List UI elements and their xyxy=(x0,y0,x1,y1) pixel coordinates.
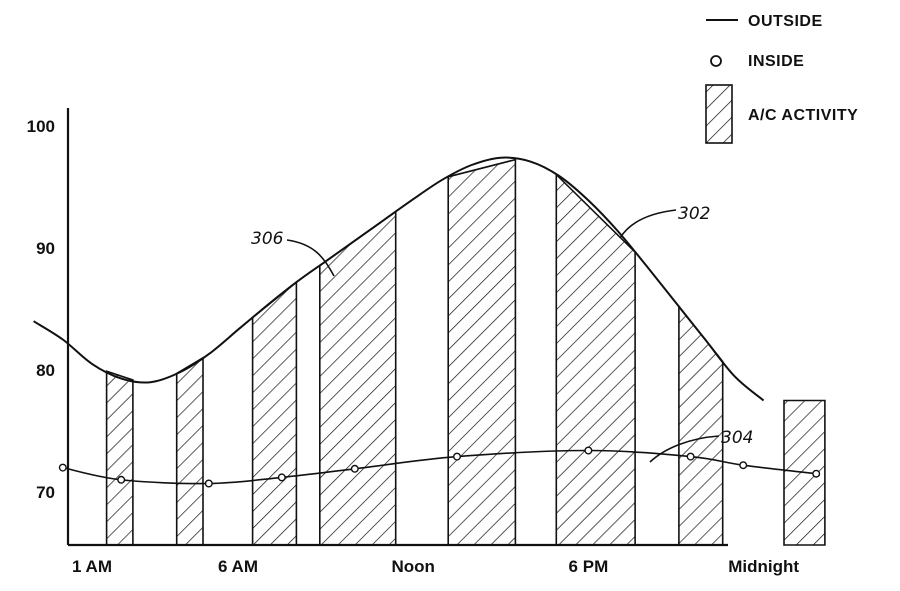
callout-302-leader xyxy=(620,210,676,238)
ac-activity-bar-4 xyxy=(320,212,396,545)
ac-activity-bar-5 xyxy=(448,160,515,545)
x-tick-2: 6 AM xyxy=(218,557,258,576)
ac-activity-bars xyxy=(107,160,825,545)
ac-activity-bar-7 xyxy=(679,307,723,545)
inside-point-8 xyxy=(687,453,694,460)
inside-point-10 xyxy=(813,470,820,477)
legend: OUTSIDE INSIDE A/C ACTIVITY xyxy=(706,13,858,143)
x-tick-5: Midnight xyxy=(728,557,799,576)
legend-ac-activity-symbol xyxy=(706,85,732,143)
inside-point-1 xyxy=(60,464,67,471)
y-tick-70: 70 xyxy=(36,483,55,502)
inside-point-5 xyxy=(352,466,359,473)
y-tick-90: 90 xyxy=(36,239,55,258)
inside-point-3 xyxy=(206,480,213,487)
inside-point-9 xyxy=(740,462,747,469)
x-tick-3: Noon xyxy=(391,557,434,576)
x-tick-1: 1 AM xyxy=(72,557,112,576)
x-tick-4: 6 PM xyxy=(569,557,609,576)
inside-point-4 xyxy=(279,474,286,481)
legend-inside-label: INSIDE xyxy=(748,53,804,70)
callout-304-label: 304 xyxy=(721,428,753,448)
ac-activity-bar-3 xyxy=(253,282,297,545)
y-tick-labels: 70 80 90 100 xyxy=(27,117,55,502)
ac-activity-bar-1 xyxy=(107,371,133,545)
ac-activity-bar-2 xyxy=(177,358,203,545)
outside-temperature-line xyxy=(34,158,764,401)
legend-outside-label: OUTSIDE xyxy=(748,13,823,30)
x-tick-labels: 1 AM 6 AM Noon 6 PM Midnight xyxy=(72,557,799,576)
y-tick-80: 80 xyxy=(36,361,55,380)
callout-306-label: 306 xyxy=(251,229,284,249)
inside-point-6 xyxy=(454,453,461,460)
legend-ac-activity-label: A/C ACTIVITY xyxy=(748,107,858,124)
inside-point-7 xyxy=(585,447,592,454)
legend-inside-symbol xyxy=(711,56,721,66)
callout-302-label: 302 xyxy=(678,204,710,224)
inside-point-2 xyxy=(118,477,125,484)
ac-activity-bar-6 xyxy=(556,175,635,545)
y-tick-100: 100 xyxy=(27,117,55,136)
